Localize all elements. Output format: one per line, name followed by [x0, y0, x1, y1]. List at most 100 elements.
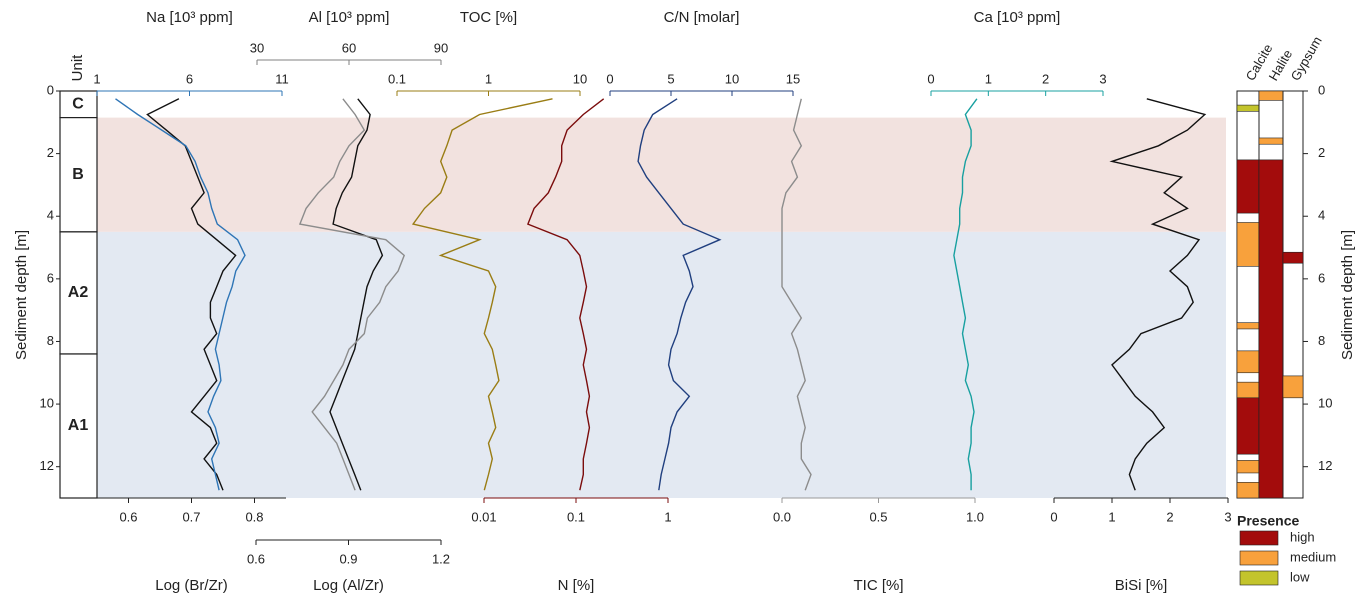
profile-line	[298, 98, 406, 491]
depth-tick-label: 12	[40, 458, 54, 473]
bottom-tick-label: 0.7	[182, 509, 200, 524]
bottom-tick-label: 0.01	[471, 509, 496, 524]
legend-label: high	[1290, 529, 1315, 544]
depth-tick-label: 4	[1318, 208, 1325, 223]
depth-tick-label: 10	[40, 396, 54, 411]
presence-interval	[1236, 222, 1260, 267]
unit-box	[59, 353, 98, 499]
legend-swatch	[1239, 550, 1279, 566]
top-axis-title: C/N [molar]	[664, 9, 740, 26]
top-tick-label: 1	[93, 71, 100, 86]
bottom-tick-label: 3	[1224, 509, 1231, 524]
top-axis-title: Ca [10³ ppm]	[974, 9, 1061, 26]
depth-tick-label: 2	[47, 145, 54, 160]
bottom-tick-label: 0.6	[247, 551, 265, 566]
profile-line	[411, 98, 553, 491]
bottom-axis-title: N [%]	[558, 577, 595, 594]
bottom-tick-label: 0.9	[339, 551, 357, 566]
profile-line	[953, 98, 978, 491]
bottom-tick-label: 0.1	[567, 509, 585, 524]
top-tick-label: 15	[786, 71, 800, 86]
profile-line	[1109, 98, 1207, 491]
presence-interval	[1236, 460, 1260, 474]
top-tick-label: 1	[485, 71, 492, 86]
top-tick-label: 1	[985, 71, 992, 86]
depth-axis-title: Sediment depth [m]	[13, 230, 30, 360]
unit-shade	[97, 117, 1226, 232]
unit-shade	[97, 91, 1226, 118]
bottom-tick-label: 0.6	[119, 509, 137, 524]
top-tick-label: 5	[667, 71, 674, 86]
presence-interval	[1236, 381, 1260, 399]
top-tick-label: 11	[275, 71, 289, 86]
unit-label: C	[72, 96, 84, 113]
presence-interval	[1258, 90, 1284, 101]
bottom-tick-label: 0.8	[245, 509, 263, 524]
presence-interval	[1282, 251, 1304, 264]
unit-box	[59, 117, 98, 233]
depth-tick-label: 6	[47, 270, 54, 285]
top-tick-label: 6	[186, 71, 193, 86]
top-axis-title: Al [10³ ppm]	[309, 9, 390, 26]
presence-interval	[1236, 322, 1260, 330]
top-tick-label: 10	[573, 71, 587, 86]
profile-line	[115, 98, 246, 491]
bottom-tick-label: 1.0	[966, 509, 984, 524]
depth-tick-label: 8	[1318, 333, 1325, 348]
presence-interval	[1236, 350, 1260, 374]
bottom-tick-label: 0	[1050, 509, 1057, 524]
top-tick-label: 0	[606, 71, 613, 86]
presence-interval	[1282, 375, 1304, 399]
depth-tick-label: 12	[1318, 458, 1332, 473]
depth-tick-label: 10	[1318, 396, 1332, 411]
unit-box	[59, 231, 98, 355]
unit-box	[59, 90, 98, 119]
bottom-tick-label: 1.2	[432, 551, 450, 566]
presence-interval	[1258, 137, 1284, 145]
legend-label: medium	[1290, 549, 1336, 564]
top-tick-label: 0	[927, 71, 934, 86]
bottom-axis-title: Log (Al/Zr)	[313, 577, 384, 594]
top-tick-label: 30	[250, 40, 264, 55]
top-axis-title: TOC [%]	[460, 9, 517, 26]
depth-tick-label: 0	[1318, 82, 1325, 97]
bottom-axis-title: BiSi [%]	[1115, 577, 1168, 594]
bottom-tick-label: 1	[664, 509, 671, 524]
bottom-axis-title: TIC [%]	[853, 577, 903, 594]
top-tick-label: 0.1	[388, 71, 406, 86]
unit-label: B	[72, 166, 84, 183]
top-tick-label: 10	[725, 71, 739, 86]
unit-shade	[97, 231, 1226, 354]
top-tick-label: 2	[1042, 71, 1049, 86]
presence-interval	[1236, 482, 1260, 499]
profile-line	[526, 98, 605, 491]
presence-interval	[1236, 159, 1260, 214]
depth-tick-label: 8	[47, 333, 54, 348]
presence-interval	[1236, 104, 1260, 112]
top-tick-label: 3	[1099, 71, 1106, 86]
presence-interval	[1236, 397, 1260, 455]
depth-tick-label: 4	[47, 208, 54, 223]
top-tick-label: 60	[342, 40, 356, 55]
presence-column	[1282, 90, 1304, 499]
profile-line	[329, 98, 384, 491]
presence-interval	[1258, 159, 1284, 499]
unit-label: A1	[68, 417, 89, 434]
bottom-axis-title: Log (Br/Zr)	[155, 577, 228, 594]
bottom-tick-label: 1	[1108, 509, 1115, 524]
depth-tick-label: 6	[1318, 270, 1325, 285]
profile-line	[146, 98, 237, 491]
depth-axis-title-right: Sediment depth [m]	[1339, 230, 1356, 360]
bottom-tick-label: 0.5	[869, 509, 887, 524]
presence-title: Presence	[1237, 513, 1299, 529]
profile-line	[781, 98, 812, 491]
depth-tick-label: 2	[1318, 145, 1325, 160]
top-tick-label: 90	[434, 40, 448, 55]
depth-tick-label: 0	[47, 82, 54, 97]
top-axis-title: Na [10³ ppm]	[146, 9, 233, 26]
profile-line	[637, 98, 722, 491]
legend-swatch	[1239, 570, 1279, 586]
unit-label: Unit	[69, 54, 86, 82]
bottom-tick-label: 0.0	[773, 509, 791, 524]
